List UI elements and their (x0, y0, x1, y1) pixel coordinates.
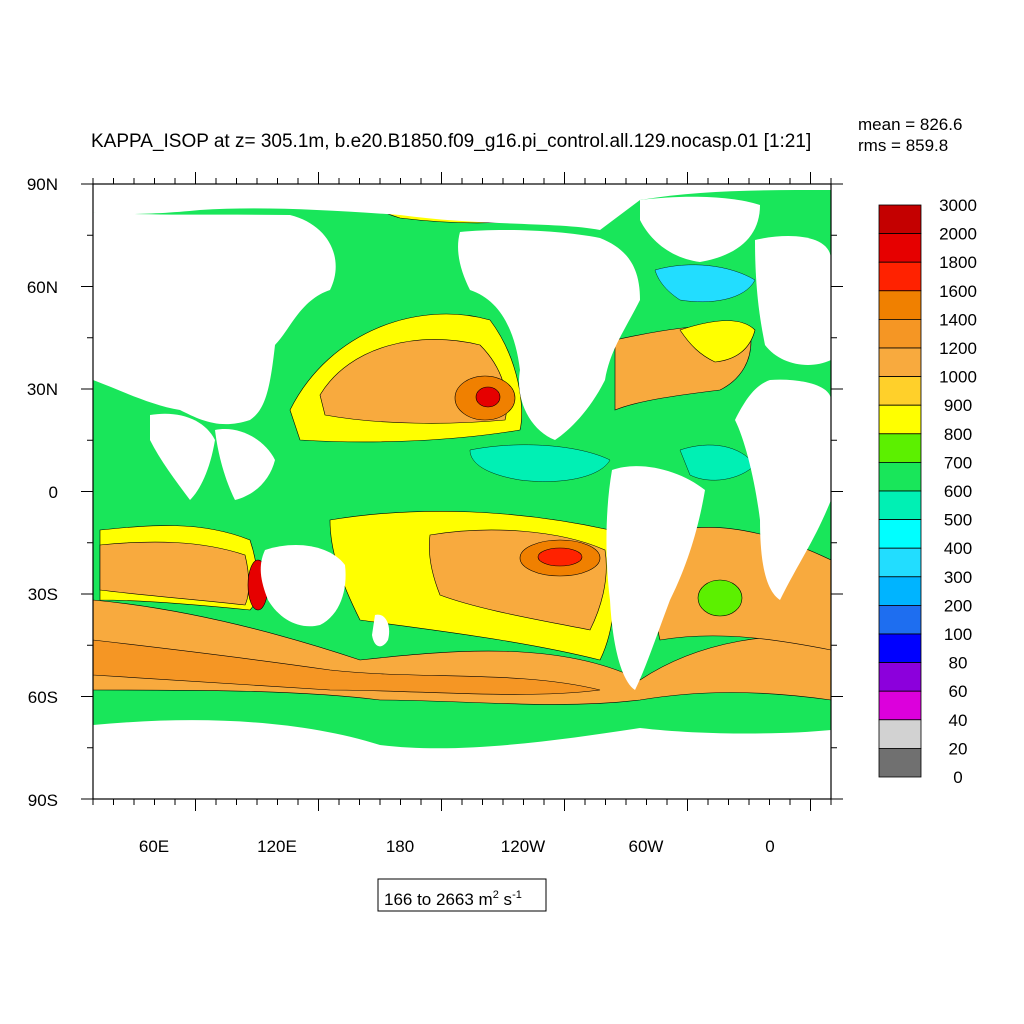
colorbar-label: 1000 (939, 368, 977, 387)
lon-label: 60E (139, 837, 169, 856)
colorbar-label: 40 (949, 711, 968, 730)
colorbar-swatch (878, 719, 922, 749)
ocean-field-map (92, 183, 832, 800)
colorbar-label: 20 (949, 739, 968, 758)
colorbar-label: 60 (949, 682, 968, 701)
colorbar-swatch (878, 490, 922, 521)
south-atlantic-inner (697, 579, 743, 617)
colorbar-label: 400 (944, 539, 972, 558)
range-box: 166 to 2663 m2 s-1 (377, 878, 547, 912)
lat-label: 90N (27, 175, 58, 194)
india (150, 413, 215, 500)
lat-label: 0 (49, 483, 58, 502)
southern-ocean-core (93, 639, 601, 695)
range-exp-2: -1 (512, 889, 522, 901)
colorbar-swatch (878, 519, 922, 549)
colorbar-swatch (878, 433, 922, 463)
lon-label: 0 (765, 837, 774, 856)
lon-axis: 60E 120E 180 120W 60W 0 (139, 837, 775, 856)
colorbar-label: 1800 (939, 253, 977, 272)
colorbar-swatch (878, 233, 922, 263)
new-zealand (372, 614, 390, 647)
colorbar-swatch (878, 576, 922, 606)
colorbar-swatch (878, 261, 922, 292)
range-box-frame (377, 878, 547, 912)
colorbar-label: 900 (944, 396, 972, 415)
antarctica (93, 720, 831, 799)
north-pacific-peak (475, 386, 501, 408)
lon-label: 120W (501, 837, 545, 856)
south-pacific-peak (537, 547, 583, 567)
lon-label: 60W (629, 837, 664, 856)
colorbar-swatch (878, 404, 922, 435)
australia (260, 545, 346, 627)
lon-label: 120E (257, 837, 297, 856)
arctic-coast (93, 184, 831, 230)
lat-axis: 90N 60N 30N 0 30S 60S 90S (27, 175, 58, 810)
lat-label: 60N (27, 278, 58, 297)
se-asia (215, 429, 275, 500)
colorbar-swatch (878, 204, 922, 235)
greenland (640, 196, 760, 262)
colorbar-swatch (878, 461, 922, 492)
colorbar-swatch (878, 633, 922, 664)
range-unit-2: s (499, 890, 512, 909)
colorbar-label: 700 (944, 453, 972, 472)
colorbar-label: 1200 (939, 339, 977, 358)
colorbar-label: 1600 (939, 282, 977, 301)
tropical-cyan-pacific (469, 444, 611, 482)
colorbar-swatch (878, 290, 922, 320)
colorbar-label: 2000 (939, 225, 977, 244)
colorbar-label: 80 (949, 654, 968, 673)
colorbar-label: 200 (944, 596, 972, 615)
axis-ticks (81, 172, 843, 811)
colorbar-swatch (878, 376, 922, 406)
colorbar-swatch (878, 547, 922, 578)
south-america (606, 466, 705, 690)
labrador-cyan (654, 264, 756, 302)
colorbar-swatch (878, 690, 922, 721)
lat-label: 60S (28, 688, 58, 707)
colorbar-label: 600 (944, 482, 972, 501)
lat-label: 30N (27, 380, 58, 399)
colorbar-label: 100 (944, 625, 972, 644)
plot-title: KAPPA_ISOP at z= 305.1m, b.e20.B1850.f09… (91, 131, 811, 152)
colorbar-swatch (878, 748, 922, 778)
lat-label: 90S (28, 791, 58, 810)
range-value: 166 to 2663 m (384, 890, 493, 909)
range-text: 166 to 2663 m2 s-1 (384, 889, 522, 909)
colorbar-label: 300 (944, 568, 972, 587)
colorbar-swatch (878, 347, 922, 378)
africa (735, 379, 831, 600)
colorbar-swatch (878, 605, 922, 635)
colorbar-label: 1400 (939, 310, 977, 329)
colorbar-label: 800 (944, 425, 972, 444)
rms-stat: rms = 859.8 (858, 136, 948, 155)
north-america (458, 230, 640, 440)
mean-stat: mean = 826.6 (858, 115, 962, 134)
europe (755, 236, 831, 365)
colorbar: 3000200018001600140012001000900800700600… (878, 196, 977, 787)
asia-landmass (93, 212, 336, 425)
range-exp-1: 2 (493, 889, 499, 901)
lat-label: 30S (28, 585, 58, 604)
colorbar-label: 500 (944, 511, 972, 530)
colorbar-label: 0 (953, 768, 962, 787)
colorbar-swatch (878, 662, 922, 692)
land (93, 184, 831, 799)
colorbar-swatch (878, 318, 922, 349)
lon-label: 180 (386, 837, 414, 856)
colorbar-label: 3000 (939, 196, 977, 215)
north-atlantic-yellow (679, 320, 756, 363)
